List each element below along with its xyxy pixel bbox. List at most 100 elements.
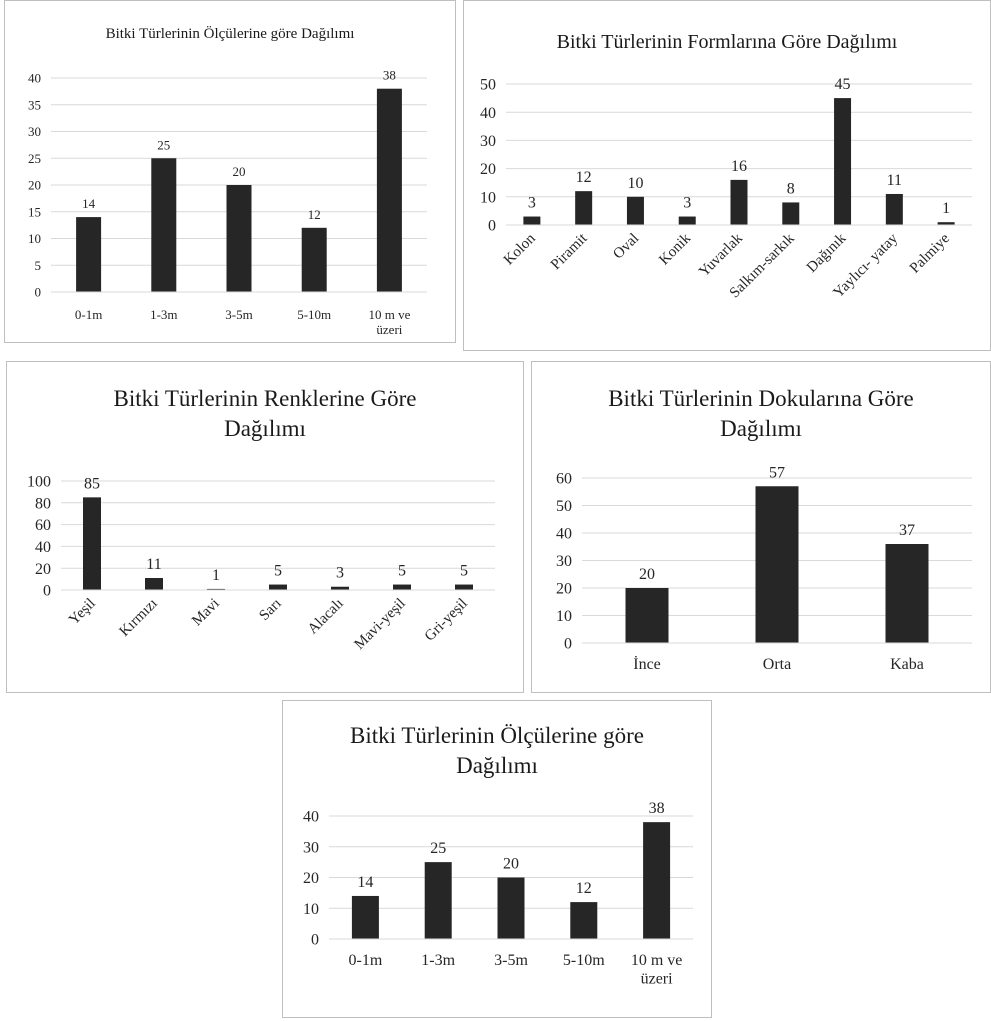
bar: [834, 98, 852, 225]
x-tick-label: Gri-yeşil: [422, 596, 471, 645]
y-tick-label: 40: [556, 526, 572, 543]
y-tick-label: 30: [556, 553, 572, 570]
y-tick-label: 10: [303, 901, 319, 918]
chart-panel-form: Bitki Türlerinin Formlarına Göre Dağılım…: [463, 0, 991, 351]
bar: [145, 578, 163, 590]
x-tick-label: Yeşil: [66, 596, 99, 629]
chart-title: Bitki Türlerinin Ölçülerine göre Dağılım…: [105, 26, 355, 42]
y-tick-label: 60: [556, 471, 572, 488]
x-tick-label: Oval: [610, 231, 642, 263]
data-label: 1: [942, 200, 950, 217]
y-tick-label: 50: [556, 498, 572, 515]
x-tick-label: 10 m ve üzeri: [631, 952, 683, 987]
y-tick-label: 10: [480, 189, 496, 206]
data-label: 25: [430, 840, 446, 857]
x-tick-label: 5-10m: [297, 307, 331, 322]
data-label: 5: [398, 563, 406, 580]
y-tick-label: 60: [35, 517, 51, 534]
y-tick-label: 0: [488, 218, 496, 235]
bar: [331, 586, 349, 590]
bar: [351, 895, 379, 939]
bar: [301, 227, 327, 292]
bar: [424, 862, 452, 939]
bar: [151, 158, 177, 292]
y-tick-label: 30: [28, 124, 41, 139]
data-label: 3: [683, 195, 691, 212]
y-tick-label: 50: [480, 77, 496, 94]
bar: [885, 544, 929, 643]
x-tick-label: İnce: [633, 655, 661, 673]
bar: [393, 584, 411, 590]
y-tick-label: 40: [303, 809, 319, 826]
chart-panel-size-small: Bitki Türlerinin Ölçülerine göre Dağılım…: [4, 0, 456, 343]
x-tick-label: Kolon: [501, 230, 539, 268]
x-tick-label: 1-3m: [150, 307, 177, 322]
y-tick-label: 0: [311, 932, 319, 949]
bar: [376, 88, 402, 292]
form-bar-chart: 0 10 20 30 40 50 3 Kolon 12 Piramit 10 Oval 3 Konik 16…: [480, 76, 972, 301]
color-bar-chart: 0 20 40 60 80 100 85 Yeşil 11 Kırmızı 1 Mavi 5 Sarı 3 A…: [27, 474, 495, 653]
data-label: 20: [233, 164, 246, 179]
bar: [730, 179, 748, 225]
bar: [625, 588, 669, 643]
data-label: 25: [157, 137, 170, 152]
data-label: 38: [383, 68, 396, 83]
chart-panel-size-large: Bitki Türlerinin Ölçülerine göre Dağılım…: [282, 700, 712, 1018]
y-tick-label: 10: [28, 231, 41, 246]
x-tick-label: Orta: [763, 656, 791, 673]
data-label: 1: [212, 567, 220, 584]
chart-panel-texture: Bitki Türlerinin Dokularına Göre Dağılım…: [531, 361, 991, 693]
bar: [575, 191, 593, 225]
y-tick-label: 20: [28, 178, 41, 193]
bar: [497, 877, 525, 939]
bar: [643, 822, 671, 939]
y-tick-label: 30: [480, 133, 496, 150]
data-label: 37: [899, 522, 915, 539]
y-tick-label: 35: [28, 97, 41, 112]
x-tick-label: 5-10m: [563, 952, 605, 969]
x-tick-label: Sarı: [256, 596, 284, 624]
bar: [269, 584, 287, 590]
bar: [226, 185, 252, 292]
data-label: 16: [731, 158, 747, 175]
bar: [937, 222, 955, 225]
x-tick-label: Konik: [656, 230, 694, 268]
y-tick-label: 0: [43, 583, 51, 600]
bar: [76, 217, 102, 292]
bar: [523, 216, 541, 225]
data-label: 45: [835, 76, 851, 93]
x-tick-label: 3-5m: [225, 307, 252, 322]
data-label: 20: [639, 566, 655, 583]
x-tick-label: 10 m ve üzeri: [368, 307, 410, 337]
y-tick-label: 40: [35, 539, 51, 556]
data-label: 8: [787, 180, 795, 197]
x-tick-label: 3-5m: [494, 952, 528, 969]
chart-title: Bitki Türlerinin Ölçülerine göre Dağılım…: [349, 723, 645, 778]
data-label: 14: [82, 196, 96, 211]
bar: [678, 216, 696, 225]
y-tick-label: 100: [27, 474, 51, 491]
x-tick-label: Yuvarlak: [696, 230, 746, 280]
x-tick-label: Palmiye: [907, 230, 953, 276]
y-tick-label: 20: [556, 581, 572, 598]
bar: [782, 202, 800, 225]
chart-panel-color: Bitki Türlerinin Renklerine Göre Dağılım…: [6, 361, 524, 693]
x-tick-label: Mavi: [189, 596, 223, 630]
y-tick-label: 5: [35, 258, 42, 273]
data-label: 11: [887, 172, 902, 189]
x-tick-label: 1-3m: [421, 952, 455, 969]
data-label: 20: [503, 856, 519, 873]
bar: [755, 486, 799, 643]
x-tick-label: Alacalı: [305, 596, 347, 638]
y-tick-label: 0: [35, 285, 42, 300]
data-label: 10: [627, 175, 643, 192]
x-tick-label: Mavi-yeşil: [352, 596, 409, 653]
bar: [626, 196, 644, 225]
data-label: 3: [528, 195, 536, 212]
x-tick-label: Piramit: [548, 230, 591, 273]
bar: [570, 902, 598, 939]
data-label: 57: [769, 464, 785, 481]
data-label: 85: [84, 475, 100, 492]
y-tick-label: 40: [480, 105, 496, 122]
bar: [83, 497, 101, 590]
